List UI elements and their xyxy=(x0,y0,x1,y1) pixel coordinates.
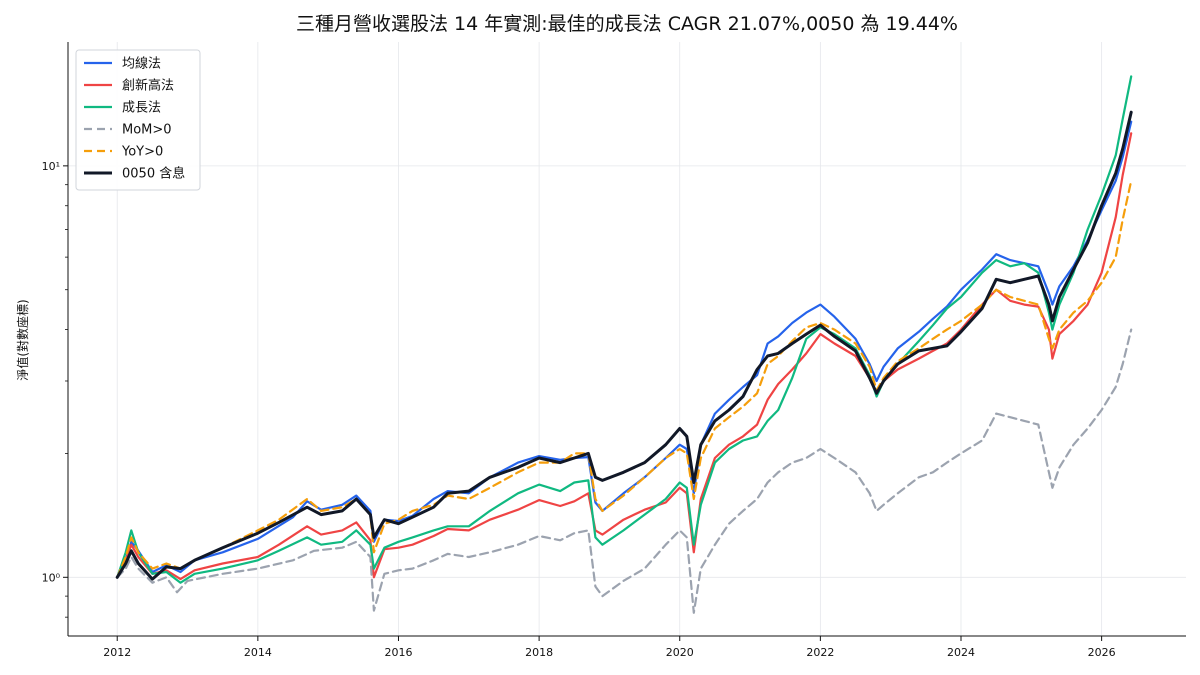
y-axis-label: 淨值(對數座標) xyxy=(15,299,30,380)
x-tick-label: 2022 xyxy=(806,646,834,659)
x-tick-label: 2026 xyxy=(1088,646,1116,659)
y-tick-label: 10¹ xyxy=(42,160,60,173)
x-tick-label: 2014 xyxy=(244,646,272,659)
axes-layer: 2012 2014 2016 2018 2020 2022 2024 2026 10⁰ 10¹ xyxy=(42,42,1186,659)
legend-label: 成長法 xyxy=(122,101,161,116)
legend-label: MoM>0 xyxy=(122,123,172,138)
grid-layer xyxy=(68,42,1186,636)
series-line-4 xyxy=(116,179,1133,579)
x-tick-label: 2016 xyxy=(384,646,412,659)
series-line-1 xyxy=(116,132,1133,581)
x-tick-label: 2012 xyxy=(103,646,131,659)
series-line-2 xyxy=(116,75,1133,584)
legend-label: YoY>0 xyxy=(121,145,163,160)
series-layer xyxy=(115,75,1133,614)
chart-title: 三種月營收選股法 14 年實測:最佳的成長法 CAGR 21.07%,0050 … xyxy=(296,13,958,35)
series-line-0 xyxy=(116,120,1133,579)
legend-label: 0050 含息 xyxy=(122,166,185,182)
x-tick-label: 2024 xyxy=(947,646,975,659)
y-tick-label: 10⁰ xyxy=(42,571,61,584)
x-tick-label: 2020 xyxy=(666,646,694,659)
series-line-5 xyxy=(115,110,1133,581)
legend-label: 均線法 xyxy=(122,56,161,72)
legend-label: 創新高法 xyxy=(122,78,174,94)
x-tick-label: 2018 xyxy=(525,646,553,659)
series-line-3 xyxy=(116,328,1133,614)
